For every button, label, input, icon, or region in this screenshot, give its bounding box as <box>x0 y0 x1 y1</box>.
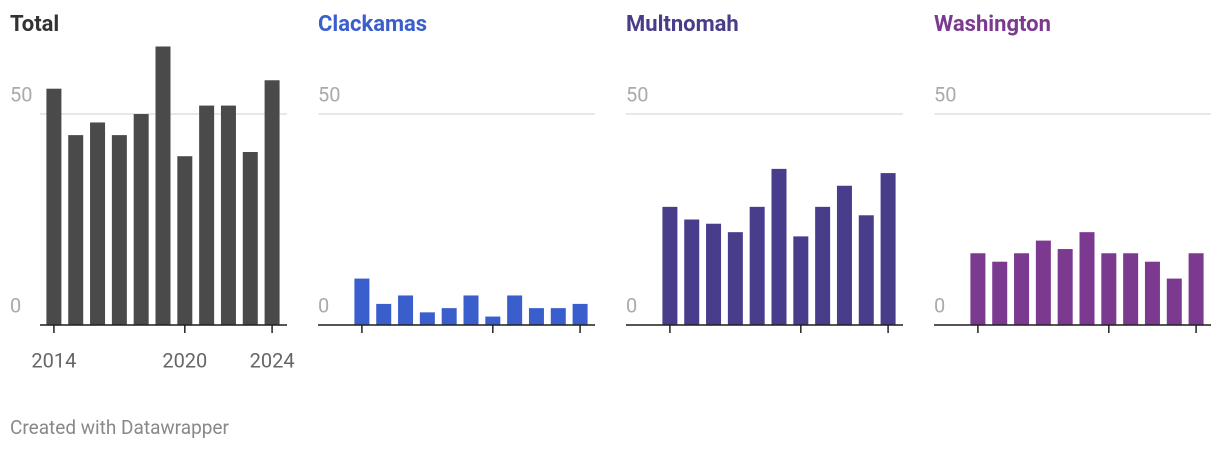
y-tick-label: 0 <box>318 293 329 317</box>
panel-title: Multnomah <box>626 12 739 37</box>
bar <box>793 236 809 325</box>
bar <box>155 46 171 325</box>
bar <box>1144 261 1160 325</box>
y-tick-label: 0 <box>934 293 945 317</box>
bar <box>90 122 106 325</box>
x-tick-label: 2014 <box>31 348 76 372</box>
bar <box>1123 253 1139 325</box>
bar <box>463 295 479 325</box>
bar <box>1188 253 1204 325</box>
bar <box>199 105 215 325</box>
bar <box>1014 253 1030 325</box>
y-tick-label: 0 <box>626 293 637 317</box>
y-tick-label: 50 <box>318 82 340 106</box>
bar <box>550 308 566 325</box>
y-tick-label: 0 <box>10 293 21 317</box>
bar <box>264 80 280 326</box>
bar <box>706 223 722 325</box>
panel-title: Total <box>10 12 59 37</box>
panel-title: Washington <box>934 12 1051 37</box>
bar <box>220 105 236 325</box>
y-tick-label: 50 <box>626 82 648 106</box>
bar <box>419 312 435 325</box>
bar <box>749 206 765 325</box>
bar <box>528 308 544 325</box>
bar <box>177 156 193 325</box>
footer: Created with Datawrapper <box>10 416 229 439</box>
panel-title: Clackamas <box>318 12 427 37</box>
bar <box>46 88 62 326</box>
x-tick-label: 2024 <box>250 348 295 372</box>
bar <box>970 253 986 325</box>
bar <box>572 303 588 325</box>
bar <box>111 135 127 325</box>
bar <box>507 295 523 325</box>
bar <box>727 232 743 325</box>
bar <box>68 135 84 325</box>
bar <box>441 308 457 325</box>
bar <box>815 206 831 325</box>
bar <box>662 206 678 325</box>
bar <box>684 219 700 325</box>
bar <box>485 316 501 325</box>
x-tick-label: 2020 <box>162 348 207 372</box>
bar <box>133 114 149 325</box>
bar <box>398 295 414 325</box>
bar <box>771 168 787 325</box>
bar <box>1101 253 1117 325</box>
bar <box>992 261 1008 325</box>
bar <box>376 303 392 325</box>
y-tick-label: 50 <box>934 82 956 106</box>
bar <box>1057 249 1073 325</box>
bar <box>836 185 852 325</box>
bar <box>858 215 874 325</box>
bar <box>1166 278 1182 325</box>
y-tick-label: 50 <box>10 82 32 106</box>
bar <box>242 151 258 325</box>
bar <box>1079 232 1095 325</box>
bar <box>880 173 896 325</box>
bar <box>1035 240 1051 325</box>
bar <box>354 278 370 325</box>
